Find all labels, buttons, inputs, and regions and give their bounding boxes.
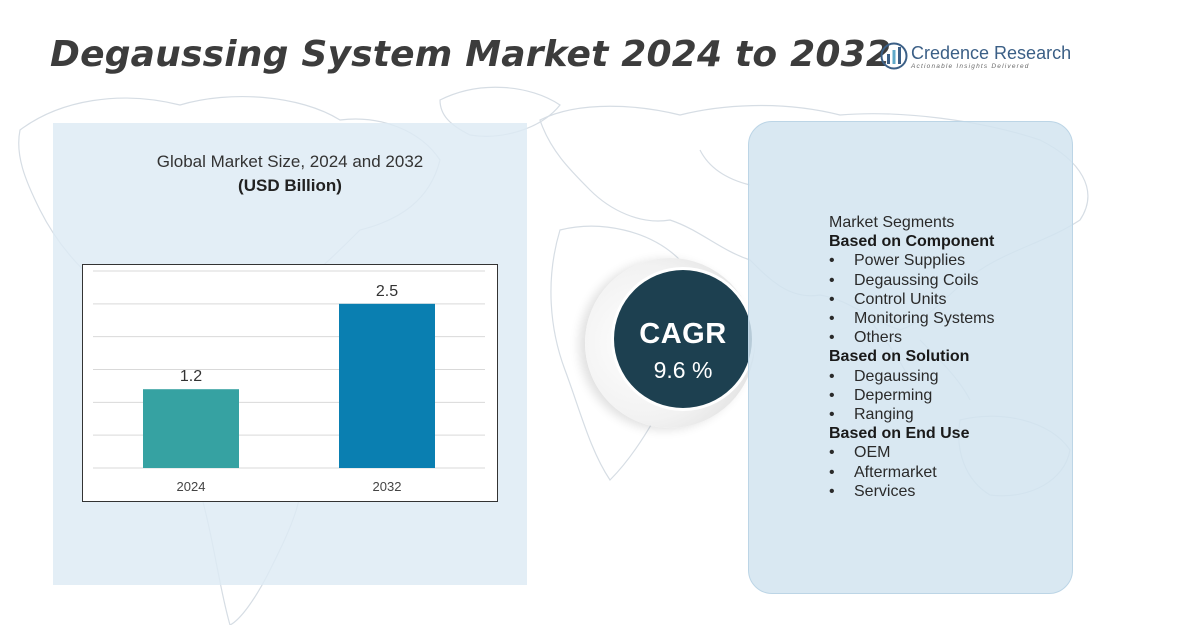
segment-group-title: Based on Solution xyxy=(829,348,970,366)
segment-item: • Control Units xyxy=(829,290,1069,309)
bullet-icon: • xyxy=(829,386,835,404)
segment-item: • Aftermarket xyxy=(829,463,1069,482)
segment-item-label: Degaussing Coils xyxy=(854,271,979,289)
segment-item: • Monitoring Systems xyxy=(829,309,1069,328)
segment-item: • OEM xyxy=(829,443,1069,462)
bullet-icon: • xyxy=(829,329,835,347)
segment-group-title: Based on Component xyxy=(829,233,995,251)
segments-panel xyxy=(748,121,1073,594)
segment-item-label: Aftermarket xyxy=(854,463,937,481)
cagr-badge xyxy=(614,270,752,408)
bar-chart-logo-icon xyxy=(880,42,908,70)
segments-heading: Market Segments xyxy=(829,214,955,231)
bullet-icon: • xyxy=(829,252,835,270)
bullet-icon: • xyxy=(829,482,835,500)
segment-item-label: Others xyxy=(854,329,903,347)
segment-item-label: Ranging xyxy=(854,406,914,424)
segment-item: • Degaussing xyxy=(829,367,1069,386)
bullet-icon: • xyxy=(829,406,835,424)
chart-title: Global Market Size, 2024 and 2032 xyxy=(156,152,424,171)
data-label: 2.5 xyxy=(376,283,398,300)
data-label: 1.2 xyxy=(180,368,202,385)
segment-item: • Power Supplies xyxy=(829,251,1069,270)
segment-item-label: Services xyxy=(854,482,916,500)
market-segments-list: Market Segments Based on Component • Power… xyxy=(829,213,1069,501)
x-tick-label: 2024 xyxy=(177,479,206,494)
bullet-icon: • xyxy=(829,367,835,385)
bullet-icon: • xyxy=(829,271,835,289)
segment-item: • Degaussing Coils xyxy=(829,271,1069,290)
brand-name: Credence Research xyxy=(911,43,1072,63)
x-tick-label: 2032 xyxy=(373,479,402,494)
brand-logo: Credence Research Actionable Insights De… xyxy=(880,42,1072,76)
bullet-icon: • xyxy=(829,463,835,481)
bullet-icon: • xyxy=(829,290,835,308)
segment-item-label: Monitoring Systems xyxy=(854,310,995,328)
segment-item-label: Control Units xyxy=(854,290,947,308)
segment-item: • Services xyxy=(829,482,1069,501)
bar-2024 xyxy=(143,389,239,468)
segment-item-label: OEM xyxy=(854,444,891,462)
bar-chart-canvas: 1.2 2024 2.5 2032 xyxy=(93,270,485,494)
cagr-label: CAGR xyxy=(639,318,727,350)
bullet-icon: • xyxy=(829,444,835,462)
brand-tagline: Actionable Insights Delivered xyxy=(911,63,1030,70)
segment-item-label: Deperming xyxy=(854,386,933,404)
segment-item-label: Degaussing xyxy=(854,367,939,385)
page-title: Degaussing System Market 2024 to 2032 xyxy=(50,34,892,75)
segment-item: • Deperming xyxy=(829,386,1069,405)
segment-group-title: Based on End Use xyxy=(829,425,970,443)
bar-chart: 1.2 2024 2.5 2032 xyxy=(82,264,498,502)
segment-item: • Ranging xyxy=(829,405,1069,424)
segment-item-label: Power Supplies xyxy=(854,252,966,270)
bar-2032 xyxy=(339,303,435,468)
bullet-icon: • xyxy=(829,310,835,328)
cagr-value: 9.6 % xyxy=(653,357,713,383)
chart-subtitle: (USD Billion) xyxy=(238,176,342,195)
segment-item: • Others xyxy=(829,328,1069,347)
